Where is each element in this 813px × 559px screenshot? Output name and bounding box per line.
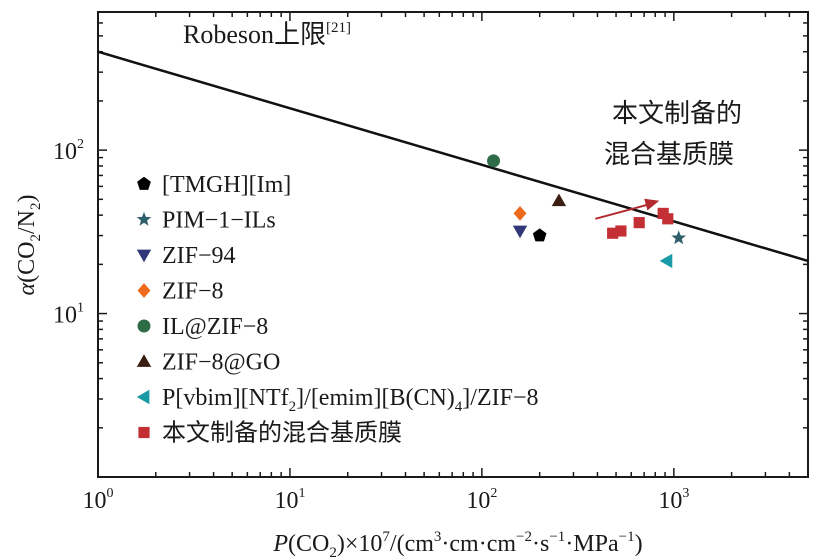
annotation-arrow xyxy=(595,198,660,220)
x-axis-title-f-sup: −1 xyxy=(619,529,635,545)
x-tick-label: 101 xyxy=(274,486,305,514)
robeson-label-text: Robeson上限 xyxy=(183,20,326,49)
x-tick-label-base: 10 xyxy=(274,488,298,514)
legend-marker-circle xyxy=(137,319,151,333)
data-point-square xyxy=(607,227,619,239)
legend-marker-triangle-down xyxy=(136,249,152,263)
legend-label: P[vbim][NTf2]/[emim][B(CN)4]/ZIF−8 xyxy=(162,385,538,415)
x-tick-label-base: 10 xyxy=(83,488,107,514)
data-point-square xyxy=(633,217,645,229)
annotation-arrow-shaft xyxy=(595,202,652,220)
legend-label-part: P[vbim][NTf xyxy=(162,385,289,411)
y-axis-title-c: ) xyxy=(14,195,40,203)
legend-label: 本文制备的混合基质膜 xyxy=(162,420,402,447)
legend: [TMGH][Im] PIM−1−ILs ZIF−94 ZIF−8 IL@ZIF−8 ZI… xyxy=(136,172,538,447)
x-tick-label-exp: 1 xyxy=(298,486,305,501)
x-axis-title-a-sub: 2 xyxy=(329,545,337,559)
legend-label-part: ]/ZIF−8 xyxy=(462,385,538,411)
x-axis-title-d-sup: −2 xyxy=(516,529,532,545)
legend-label-part: ]/[emim][B(CN) xyxy=(296,385,455,411)
x-axis-title: P(CO2)×107/(cm3·cm·cm−2·s−1·MPa−1) xyxy=(272,529,642,559)
x-axis-title-e: ·s xyxy=(532,531,549,557)
y-tick-label: 101 xyxy=(53,301,84,329)
data-point-triangle-left xyxy=(659,253,673,269)
legend-label: ZIF−94 xyxy=(162,243,236,269)
y-tick-label: 102 xyxy=(53,137,84,165)
x-axis-title-g: ) xyxy=(635,531,643,557)
data-point-square xyxy=(662,213,674,225)
x-axis-title-e-sup: −1 xyxy=(549,529,565,545)
x-axis-title-c-sup: 3 xyxy=(434,529,442,545)
y-tick-label-exp: 1 xyxy=(77,301,84,316)
data-point-circle xyxy=(487,154,501,168)
robeson-upper-bound-line xyxy=(97,50,809,263)
legend-marker-pentagon xyxy=(137,176,151,190)
x-tick-label: 102 xyxy=(466,486,497,514)
annotation-line-1: 本文制备的 xyxy=(612,99,742,128)
x-tick-label-exp: 2 xyxy=(490,486,497,501)
robeson-label: Robeson上限[21] xyxy=(183,20,351,49)
x-tick-label-base: 10 xyxy=(658,488,682,514)
data-points xyxy=(487,154,686,269)
annotation-line-2: 混合基质膜 xyxy=(604,140,734,169)
data-point-triangle-down xyxy=(512,225,528,239)
legend-label: IL@ZIF−8 xyxy=(162,314,268,340)
x-axis-title-f: ·MPa xyxy=(565,531,619,557)
legend-marker-triangle-up xyxy=(136,354,152,367)
x-axis-title-c: /(cm xyxy=(390,531,434,557)
plot-frame xyxy=(97,11,809,478)
y-tick-label-base: 10 xyxy=(53,139,77,165)
y-tick-label-base: 10 xyxy=(53,303,77,329)
legend-label: ZIF−8@GO xyxy=(162,350,280,376)
data-point-triangle-up xyxy=(551,193,567,207)
axis-ticks xyxy=(97,11,809,478)
y-axis-title-b-sub: 2 xyxy=(28,203,44,211)
robeson-ref: [21] xyxy=(326,20,351,36)
y-axis-title: α(CO2/N2) xyxy=(14,195,44,296)
x-axis-title-b-sup: 7 xyxy=(382,529,390,545)
legend-label-sub: 2 xyxy=(289,399,297,415)
y-axis-title-a: (CO xyxy=(14,242,40,283)
x-tick-label-exp: 3 xyxy=(682,486,689,501)
x-tick-label-base: 10 xyxy=(466,488,490,514)
x-tick-label: 103 xyxy=(658,486,689,514)
x-axis-title-a: (CO xyxy=(288,531,329,557)
data-point-square xyxy=(615,225,627,237)
legend-marker-diamond xyxy=(137,283,151,298)
data-point-diamond xyxy=(513,206,527,221)
data-point-pentagon xyxy=(532,228,547,242)
x-axis-title-p: P xyxy=(272,531,288,557)
legend-marker-triangle-left xyxy=(136,389,150,405)
legend-label: ZIF−8 xyxy=(162,279,224,305)
y-axis-title-a-sub: 2 xyxy=(28,234,44,242)
x-axis-title-b: )×10 xyxy=(337,531,383,557)
legend-label-sub: 4 xyxy=(455,399,463,415)
x-tick-label-exp: 0 xyxy=(107,486,114,501)
annotation-arrow-head xyxy=(644,198,660,211)
y-axis-title-b: /N xyxy=(14,210,40,234)
legend-marker-star xyxy=(136,211,152,226)
data-point-star xyxy=(671,230,686,245)
y-tick-label-exp: 2 xyxy=(77,137,84,152)
legend-marker-square xyxy=(138,426,150,439)
x-axis-title-d: ·cm·cm xyxy=(441,531,516,557)
legend-label: [TMGH][Im] xyxy=(162,172,291,198)
x-tick-label: 100 xyxy=(83,486,114,514)
y-axis-title-alpha: α xyxy=(14,282,40,295)
legend-label: PIM−1−ILs xyxy=(162,208,276,234)
